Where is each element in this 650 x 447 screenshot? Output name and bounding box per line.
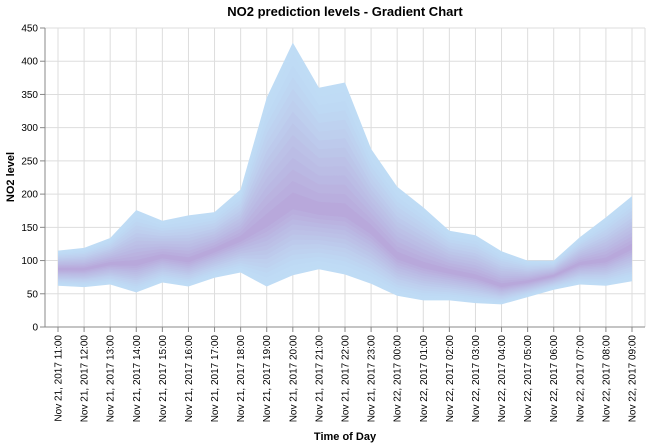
gradient-band-11 (58, 169, 632, 290)
x-tick-label: Nov 21, 2017 18:00 (236, 335, 247, 423)
y-tick-label: 250 (21, 156, 38, 167)
gradient-band-12 (58, 181, 632, 289)
chart-title: NO2 prediction levels - Gradient Chart (227, 4, 463, 19)
y-tick-label: 0 (32, 323, 38, 334)
y-tick-label: 400 (21, 57, 38, 68)
x-axis-title: Time of Day (314, 431, 377, 443)
x-tick-label: Nov 22, 2017 05:00 (523, 335, 534, 423)
y-tick-label: 450 (21, 24, 38, 35)
gradient-band-13 (58, 192, 632, 288)
y-tick-label: 300 (21, 123, 38, 134)
x-tick-label: Nov 22, 2017 00:00 (393, 335, 404, 423)
x-tick-label: Nov 22, 2017 08:00 (601, 335, 612, 423)
x-tick-label: Nov 21, 2017 21:00 (314, 335, 325, 423)
x-tick-label: Nov 21, 2017 17:00 (210, 335, 221, 423)
x-tick-label: Nov 21, 2017 12:00 (80, 335, 91, 423)
x-tick-label: Nov 21, 2017 11:00 (54, 335, 65, 422)
x-tick-label: Nov 22, 2017 03:00 (471, 335, 482, 423)
x-tick-label: Nov 22, 2017 06:00 (549, 335, 560, 423)
y-tick-label: 350 (21, 90, 38, 101)
x-tick-label: Nov 21, 2017 23:00 (367, 335, 378, 423)
y-tick-label: 200 (21, 190, 38, 201)
axis-layer: 0 50 100 150 200 250 300 350 400 450 Nov 21, 2017 … (21, 24, 645, 423)
x-tick-label: Nov 22, 2017 02:00 (445, 335, 456, 423)
y-tick-label: 50 (27, 289, 39, 300)
x-tick-label: Nov 21, 2017 15:00 (158, 335, 169, 423)
y-tick-label: 150 (21, 223, 38, 234)
y-tick-label: 100 (21, 256, 38, 267)
x-tick-label: Nov 22, 2017 07:00 (575, 335, 586, 423)
x-tick-label: Nov 21, 2017 22:00 (341, 335, 352, 423)
x-tick-label: Nov 22, 2017 09:00 (628, 335, 639, 423)
x-tick-label: Nov 21, 2017 20:00 (288, 335, 299, 423)
x-tick-label: Nov 22, 2017 04:00 (497, 335, 508, 423)
y-axis-title: NO2 level (5, 152, 17, 202)
x-tick-label: Nov 21, 2017 13:00 (106, 335, 117, 423)
x-tick-label: Nov 21, 2017 19:00 (262, 335, 273, 423)
band-layer (58, 42, 632, 305)
x-tick-label: Nov 21, 2017 16:00 (184, 335, 195, 423)
x-tick-label: Nov 21, 2017 14:00 (132, 335, 143, 423)
x-tick-label: Nov 22, 2017 01:00 (419, 335, 430, 423)
